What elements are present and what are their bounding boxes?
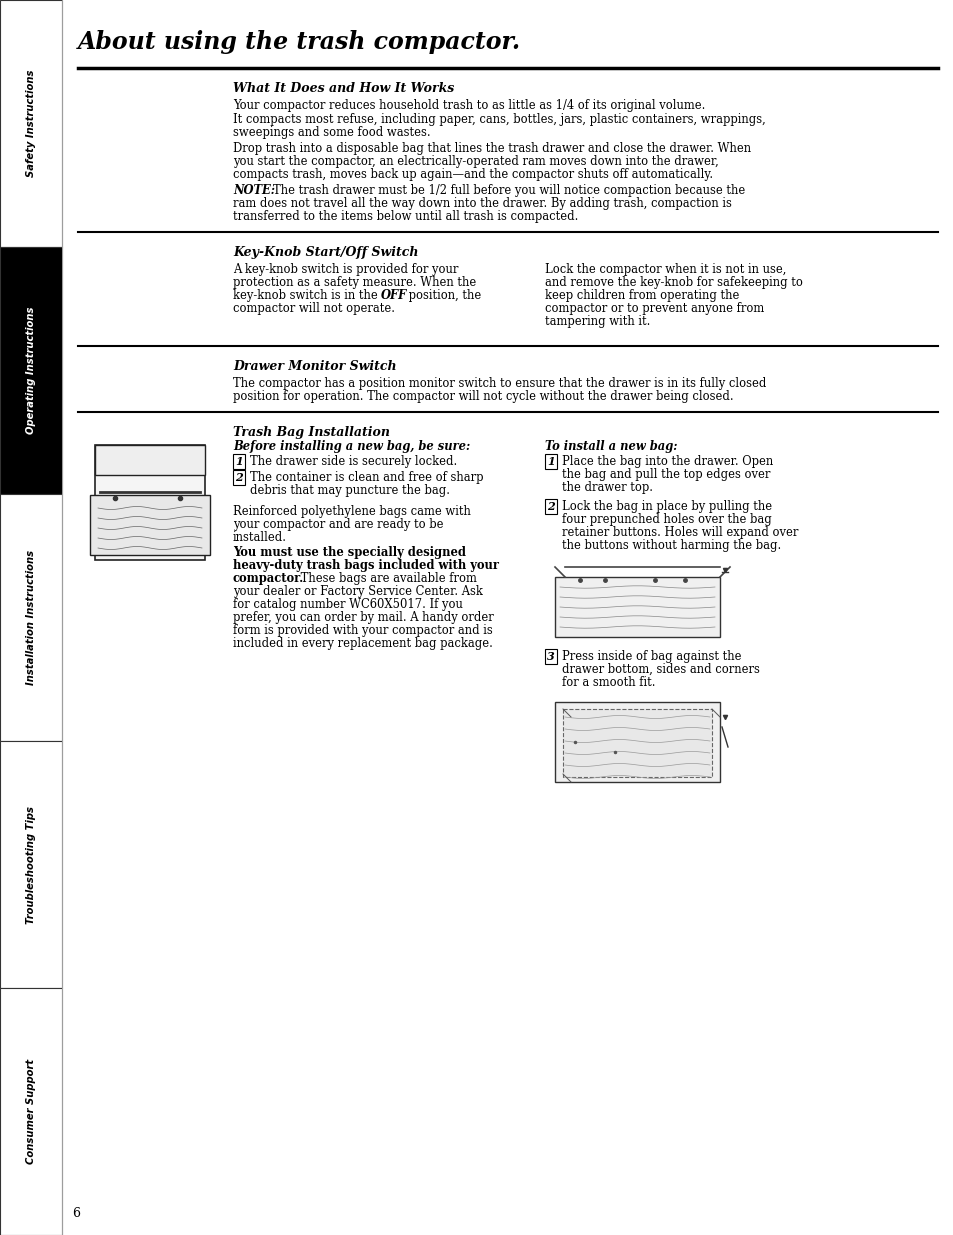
Bar: [0, 988, 62, 1235]
Text: for catalog number WC60X5017. If you: for catalog number WC60X5017. If you: [233, 598, 462, 611]
Text: Key-Knob Start/Off Switch: Key-Knob Start/Off Switch: [233, 246, 418, 259]
Text: 2: 2: [234, 472, 243, 483]
Text: Drop trash into a disposable bag that lines the trash drawer and close the drawe: Drop trash into a disposable bag that li…: [233, 142, 750, 156]
Text: To install a new bag:: To install a new bag:: [544, 440, 677, 453]
Text: 1: 1: [547, 456, 555, 467]
Bar: [95, 445, 205, 559]
Text: compactor or to prevent anyone from: compactor or to prevent anyone from: [544, 303, 763, 315]
Text: you start the compactor, an electrically-operated ram moves down into the drawer: you start the compactor, an electrically…: [233, 156, 718, 168]
Text: 3: 3: [547, 651, 555, 662]
Text: compactor.: compactor.: [233, 572, 304, 585]
Text: Consumer Support: Consumer Support: [26, 1058, 36, 1165]
Text: 2: 2: [547, 501, 555, 513]
Bar: [555, 701, 720, 782]
Text: Operating Instructions: Operating Instructions: [26, 306, 36, 435]
Bar: [0, 0, 62, 247]
Text: A key-knob switch is provided for your: A key-knob switch is provided for your: [233, 263, 457, 275]
Text: Your compactor reduces household trash to as little as 1/4 of its original volum: Your compactor reduces household trash t…: [233, 99, 704, 112]
Text: The trash drawer must be 1/2 full before you will notice compaction because the: The trash drawer must be 1/2 full before…: [273, 184, 744, 198]
Text: tampering with it.: tampering with it.: [544, 315, 650, 329]
Text: Lock the compactor when it is not in use,: Lock the compactor when it is not in use…: [544, 263, 785, 275]
Text: and remove the key-knob for safekeeping to: and remove the key-knob for safekeeping …: [544, 275, 802, 289]
Text: for a smooth fit.: for a smooth fit.: [561, 676, 655, 689]
Text: prefer, you can order by mail. A handy order: prefer, you can order by mail. A handy o…: [233, 611, 494, 624]
Text: included in every replacement bag package.: included in every replacement bag packag…: [233, 637, 493, 650]
Text: heavy-duty trash bags included with your: heavy-duty trash bags included with your: [233, 559, 498, 572]
Bar: [562, 709, 711, 777]
Text: Trash Bag Installation: Trash Bag Installation: [233, 426, 390, 438]
Text: Safety Instructions: Safety Instructions: [26, 69, 36, 178]
Text: your compactor and are ready to be: your compactor and are ready to be: [233, 517, 443, 531]
Text: Place the bag into the drawer. Open: Place the bag into the drawer. Open: [561, 454, 773, 468]
Text: ram does not travel all the way down into the drawer. By adding trash, compactio: ram does not travel all the way down int…: [233, 198, 731, 210]
Text: 1: 1: [234, 456, 243, 467]
Text: keep children from operating the: keep children from operating the: [544, 289, 739, 303]
Bar: [90, 495, 210, 555]
Text: You must use the specially designed: You must use the specially designed: [233, 546, 465, 559]
Text: position for operation. The compactor will not cycle without the drawer being cl: position for operation. The compactor wi…: [233, 390, 733, 403]
Bar: [0, 741, 62, 988]
Text: the bag and pull the top edges over: the bag and pull the top edges over: [561, 468, 770, 480]
Text: About using the trash compactor.: About using the trash compactor.: [78, 30, 520, 54]
Bar: [0, 247, 62, 494]
Text: The drawer side is securely locked.: The drawer side is securely locked.: [250, 454, 456, 468]
Text: the buttons without harming the bag.: the buttons without harming the bag.: [561, 538, 781, 552]
Text: Reinforced polyethylene bags came with: Reinforced polyethylene bags came with: [233, 505, 471, 517]
Text: Drawer Monitor Switch: Drawer Monitor Switch: [233, 359, 396, 373]
Text: These bags are available from: These bags are available from: [296, 572, 476, 585]
Text: The compactor has a position monitor switch to ensure that the drawer is in its : The compactor has a position monitor swi…: [233, 377, 765, 390]
Text: 6: 6: [71, 1207, 80, 1220]
Text: protection as a safety measure. When the: protection as a safety measure. When the: [233, 275, 476, 289]
Text: Before installing a new bag, be sure:: Before installing a new bag, be sure:: [233, 440, 470, 453]
Text: The container is clean and free of sharp: The container is clean and free of sharp: [250, 471, 483, 484]
Text: retainer buttons. Holes will expand over: retainer buttons. Holes will expand over: [561, 526, 798, 538]
Text: key-knob switch is in the: key-knob switch is in the: [233, 289, 381, 303]
Text: Lock the bag in place by pulling the: Lock the bag in place by pulling the: [561, 500, 771, 513]
Text: compacts trash, moves back up again—and the compactor shuts off automatically.: compacts trash, moves back up again—and …: [233, 168, 713, 182]
Text: the drawer top.: the drawer top.: [561, 480, 652, 494]
Text: compactor will not operate.: compactor will not operate.: [233, 303, 395, 315]
Text: sweepings and some food wastes.: sweepings and some food wastes.: [233, 126, 430, 140]
Text: Installation Instructions: Installation Instructions: [26, 550, 36, 685]
Text: four prepunched holes over the bag: four prepunched holes over the bag: [561, 513, 771, 526]
Text: transferred to the items below until all trash is compacted.: transferred to the items below until all…: [233, 210, 578, 224]
Text: form is provided with your compactor and is: form is provided with your compactor and…: [233, 624, 493, 637]
Bar: [95, 445, 205, 475]
Text: your dealer or Factory Service Center. Ask: your dealer or Factory Service Center. A…: [233, 585, 482, 598]
Text: OFF: OFF: [380, 289, 407, 303]
Text: drawer bottom, sides and corners: drawer bottom, sides and corners: [561, 663, 760, 676]
Text: position, the: position, the: [405, 289, 480, 303]
Bar: [0, 494, 62, 741]
Text: debris that may puncture the bag.: debris that may puncture the bag.: [250, 484, 450, 496]
Bar: [555, 577, 720, 637]
Text: NOTE:: NOTE:: [233, 184, 274, 198]
Text: Press inside of bag against the: Press inside of bag against the: [561, 650, 740, 663]
Text: It compacts most refuse, including paper, cans, bottles, jars, plastic container: It compacts most refuse, including paper…: [233, 112, 765, 126]
Text: Troubleshooting Tips: Troubleshooting Tips: [26, 805, 36, 924]
Text: What It Does and How It Works: What It Does and How It Works: [233, 82, 454, 95]
Text: installed.: installed.: [233, 531, 287, 543]
